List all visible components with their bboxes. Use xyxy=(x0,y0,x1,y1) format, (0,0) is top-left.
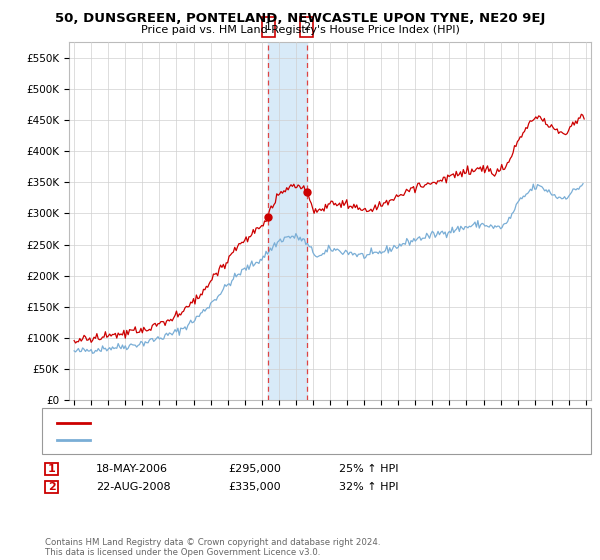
FancyBboxPatch shape xyxy=(301,17,313,36)
Text: 18-MAY-2006: 18-MAY-2006 xyxy=(96,464,168,474)
Text: £295,000: £295,000 xyxy=(228,464,281,474)
Text: 50, DUNSGREEN, PONTELAND, NEWCASTLE UPON TYNE, NE20 9EJ: 50, DUNSGREEN, PONTELAND, NEWCASTLE UPON… xyxy=(55,12,545,25)
Text: 2: 2 xyxy=(48,482,55,492)
Text: 25% ↑ HPI: 25% ↑ HPI xyxy=(339,464,398,474)
Text: £335,000: £335,000 xyxy=(228,482,281,492)
Text: HPI: Average price, detached house, Northumberland: HPI: Average price, detached house, Nort… xyxy=(96,435,358,445)
Text: 1: 1 xyxy=(265,22,272,32)
Bar xyxy=(268,42,307,400)
Text: 50, DUNSGREEN, PONTELAND, NEWCASTLE UPON TYNE, NE20 9EJ (detached house): 50, DUNSGREEN, PONTELAND, NEWCASTLE UPON… xyxy=(96,418,509,428)
Text: 22-AUG-2008: 22-AUG-2008 xyxy=(96,482,170,492)
Text: 1: 1 xyxy=(48,464,55,474)
FancyBboxPatch shape xyxy=(262,17,275,36)
Text: 2: 2 xyxy=(304,22,311,32)
Text: Contains HM Land Registry data © Crown copyright and database right 2024.
This d: Contains HM Land Registry data © Crown c… xyxy=(45,538,380,557)
Text: 32% ↑ HPI: 32% ↑ HPI xyxy=(339,482,398,492)
Text: Price paid vs. HM Land Registry's House Price Index (HPI): Price paid vs. HM Land Registry's House … xyxy=(140,25,460,35)
